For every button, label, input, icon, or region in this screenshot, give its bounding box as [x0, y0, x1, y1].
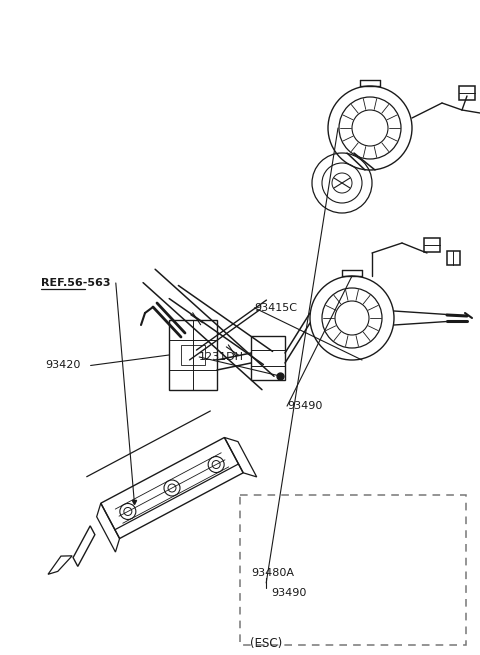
Text: 93420: 93420: [46, 360, 81, 371]
Text: 93480A: 93480A: [251, 568, 294, 578]
Text: (ESC): (ESC): [250, 637, 282, 650]
Text: 93415C: 93415C: [254, 303, 298, 313]
Text: 1231DH: 1231DH: [199, 352, 244, 362]
Text: REF.56-563: REF.56-563: [41, 278, 110, 288]
Text: 93490: 93490: [271, 588, 307, 598]
Text: 93490: 93490: [287, 401, 323, 411]
